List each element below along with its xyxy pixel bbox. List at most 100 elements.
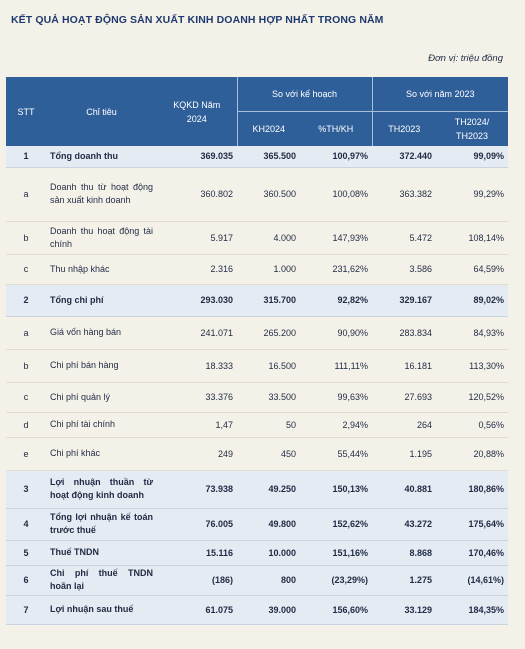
row-kh2024: 49.800 (237, 508, 300, 541)
row-kqkd2024: 241.071 (157, 316, 237, 350)
row-th2023: 27.693 (372, 382, 437, 413)
table-row: b Doanh thu hoạt động tài chính 5.917 4.000… (6, 221, 509, 255)
row-indicator: Chi phí khác (46, 437, 157, 471)
row-th2024-th2023: 99,09% (436, 146, 509, 168)
row-indicator: Chi phí quản lý (46, 382, 157, 413)
row-stt: e (6, 437, 46, 471)
row-th2024-th2023: 99,29% (436, 167, 509, 222)
row-stt: b (6, 349, 46, 383)
row-th2023: 363.382 (372, 167, 437, 222)
row-th2024-th2023: 89,02% (436, 284, 509, 317)
row-kh2024: 360.500 (237, 167, 300, 222)
row-indicator: Chi phí thuế TNDN hoãn lại (46, 565, 157, 596)
col-pct-th-kh-header: %TH/KH (300, 111, 373, 146)
row-indicator: Doanh thu từ hoạt động sản xuất kinh doa… (46, 167, 157, 222)
row-th2023: 1.195 (372, 437, 437, 471)
row-th2024-th2023: 170,46% (436, 540, 509, 566)
group-vs-2023-header: So với năm 2023 (371, 77, 509, 112)
group-vs-plan-header: So với kế hoạch (236, 77, 373, 112)
row-pct-th-kh: 2,94% (300, 412, 373, 438)
row-th2023: 40.881 (372, 470, 437, 509)
row-th2023: 8.868 (372, 540, 437, 566)
row-indicator: Doanh thu hoạt động tài chính (46, 221, 157, 255)
row-stt: 1 (6, 146, 46, 168)
row-kh2024: 4.000 (237, 221, 300, 255)
row-stt: 2 (6, 284, 46, 317)
row-kh2024: 49.250 (237, 470, 300, 509)
table-row: 2 Tổng chi phí 293.030 315.700 92,82% 329.167… (6, 284, 509, 317)
row-kh2024: 800 (237, 565, 300, 596)
table-row: d Chi phí tài chính 1,47 50 2,94% 264 0,56% (6, 412, 509, 438)
row-indicator: Chi phí tài chính (46, 412, 157, 438)
row-indicator: Tổng chi phí (46, 284, 157, 317)
row-kqkd2024: 73.938 (157, 470, 237, 509)
row-stt: c (6, 382, 46, 413)
row-stt: 5 (6, 540, 46, 566)
row-kh2024: 365.500 (237, 146, 300, 168)
table-row: e Chi phí khác 249 450 55,44% 1.195 20,88% (6, 437, 509, 471)
row-indicator: Tổng doanh thu (46, 146, 157, 168)
row-stt: a (6, 167, 46, 222)
col-indicator-header: Chỉ tiêu (46, 77, 157, 146)
row-pct-th-kh: 156,60% (300, 595, 373, 625)
row-th2023: 283.834 (372, 316, 437, 350)
row-th2023: 1.275 (372, 565, 437, 596)
row-pct-th-kh: 231,62% (300, 254, 373, 285)
row-stt: 3 (6, 470, 46, 509)
row-kqkd2024: 293.030 (157, 284, 237, 317)
row-kqkd2024: 249 (157, 437, 237, 471)
row-pct-th-kh: 55,44% (300, 437, 373, 471)
row-indicator: Lợi nhuận thuần từ hoạt động kinh doanh (46, 470, 157, 509)
row-pct-th-kh: 100,08% (300, 167, 373, 222)
row-pct-th-kh: 99,63% (300, 382, 373, 413)
col-stt-header: STT (6, 77, 46, 146)
results-table: STT Chỉ tiêu KQKD Năm 2024 So với kế hoạ… (6, 77, 509, 625)
row-th2023: 5.472 (372, 221, 437, 255)
row-th2023: 33.129 (372, 595, 437, 625)
unit-label: Đơn vị: triệu đồng (428, 53, 503, 64)
row-th2024-th2023: 184,35% (436, 595, 509, 625)
row-stt: d (6, 412, 46, 438)
table-row: a Giá vốn hàng bán 241.071 265.200 90,90% 283… (6, 316, 509, 350)
row-pct-th-kh: 90,90% (300, 316, 373, 350)
row-stt: 6 (6, 565, 46, 596)
row-th2023: 43.272 (372, 508, 437, 541)
row-kqkd2024: 2.316 (157, 254, 237, 285)
row-th2024-th2023: 120,52% (436, 382, 509, 413)
row-pct-th-kh: 150,13% (300, 470, 373, 509)
row-pct-th-kh: 151,16% (300, 540, 373, 566)
col-th2024-th2023-header: TH2024/ TH2023 (436, 111, 509, 146)
row-stt: 4 (6, 508, 46, 541)
row-kh2024: 33.500 (237, 382, 300, 413)
row-kqkd2024: 369.035 (157, 146, 237, 168)
table-row: 7 Lợi nhuận sau thuế 61.075 39.000 156,60% 33… (6, 595, 509, 625)
row-th2023: 372.440 (372, 146, 437, 168)
row-indicator: Tổng lợi nhuận kế toán trước thuế (46, 508, 157, 541)
row-kqkd2024: 76.005 (157, 508, 237, 541)
table-row: 5 Thuế TNDN 15.116 10.000 151,16% 8.868 170,46… (6, 540, 509, 566)
row-kh2024: 315.700 (237, 284, 300, 317)
report-title: KẾT QUẢ HOẠT ĐỘNG SẢN XUẤT KINH DOANH HỢ… (11, 14, 384, 26)
table-row: c Chi phí quản lý 33.376 33.500 99,63% 27.693… (6, 382, 509, 413)
row-th2024-th2023: 113,30% (436, 349, 509, 383)
row-kqkd2024: 15.116 (157, 540, 237, 566)
table-row: 3 Lợi nhuận thuần từ hoạt động kinh doanh… (6, 470, 509, 509)
row-kh2024: 16.500 (237, 349, 300, 383)
row-kqkd2024: (186) (157, 565, 237, 596)
row-th2023: 329.167 (372, 284, 437, 317)
row-stt: a (6, 316, 46, 350)
row-th2024-th2023: (14,61%) (436, 565, 509, 596)
row-th2023: 3.586 (372, 254, 437, 285)
table-row: c Thu nhập khác 2.316 1.000 231,62% 3.586 64,5… (6, 254, 509, 285)
row-th2024-th2023: 175,64% (436, 508, 509, 541)
row-kqkd2024: 1,47 (157, 412, 237, 438)
row-kqkd2024: 5.917 (157, 221, 237, 255)
row-th2024-th2023: 0,56% (436, 412, 509, 438)
row-kqkd2024: 61.075 (157, 595, 237, 625)
row-th2024-th2023: 108,14% (436, 221, 509, 255)
col-kqkd2024-header: KQKD Năm 2024 (157, 77, 237, 146)
row-th2024-th2023: 180,86% (436, 470, 509, 509)
row-indicator: Chi phí bán hàng (46, 349, 157, 383)
table-row: 6 Chi phí thuế TNDN hoãn lại (186) 800 (23,2… (6, 565, 509, 596)
row-pct-th-kh: 92,82% (300, 284, 373, 317)
